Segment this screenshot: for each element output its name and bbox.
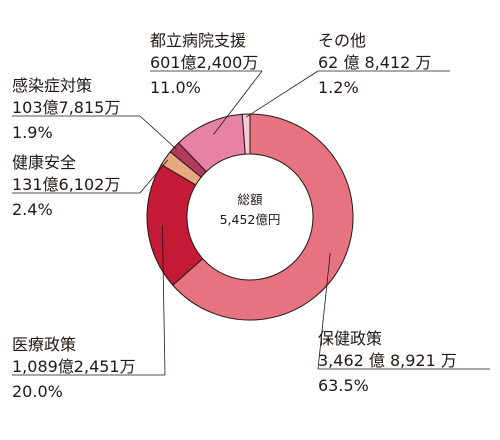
slice-3-amount-label: 131億6,102万: [12, 175, 120, 194]
slice-3-leader-line: [139, 159, 169, 194]
center-title: 総額: [237, 192, 263, 207]
slice-4-percent-label: 1.9%: [12, 123, 53, 142]
slice-5-percent-label: 11.0%: [150, 78, 201, 97]
slice-1-amount-label: 3,462 億 8,921 万: [318, 351, 457, 370]
slice-3-name-label: 健康安全: [12, 153, 76, 172]
center-value: 5,452億円: [220, 212, 281, 227]
slices-group: [146, 113, 354, 321]
slice-2-name-label: 医療政策: [12, 335, 76, 354]
slice-1-wedge: [172, 113, 354, 321]
slice-6-wedge: [241, 113, 251, 155]
slice-6-amount-label: 62 億 8,412 万: [318, 53, 431, 72]
slice-2-amount-label: 1,089億2,451万: [12, 357, 136, 376]
slice-6-percent-label: 1.2%: [318, 78, 359, 97]
slice-2-percent-label: 20.0%: [12, 382, 63, 401]
slice-5-name-label: 都立病院支援: [150, 31, 246, 50]
slice-6-name-label: その他: [318, 31, 366, 50]
slice-5-amount-label: 601億2,400万: [150, 53, 258, 72]
slice-2-leader-line: [161, 225, 166, 376]
slice-3-percent-label: 2.4%: [12, 200, 53, 219]
slice-6-leader-line: [246, 70, 319, 118]
slice-1-name-label: 保健政策: [318, 329, 382, 348]
slice-1-percent-label: 63.5%: [318, 376, 369, 395]
leader-lines-group: [12, 70, 490, 376]
slice-4-leader-line: [139, 115, 177, 150]
slice-5-leader-line: [212, 70, 263, 136]
slice-4-amount-label: 103億7,815万: [12, 98, 120, 117]
slice-4-name-label: 感染症対策: [12, 76, 92, 95]
labels-group: 保健政策 3,462 億 8,921 万 63.5% 医療政策 1,089億2,451万…: [12, 31, 457, 401]
slice-1-leader-line: [317, 253, 331, 370]
